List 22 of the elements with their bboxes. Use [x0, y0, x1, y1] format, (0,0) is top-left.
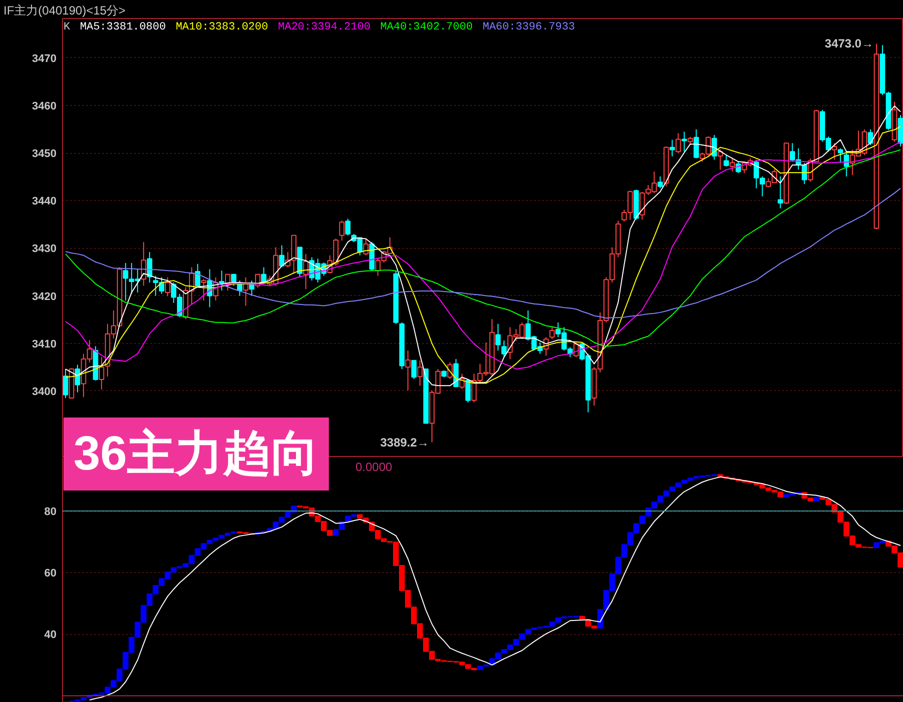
text: MA10:3383.0200: [176, 22, 268, 34]
legend-title: K: [64, 22, 70, 34]
y-tick-label: 3450: [32, 148, 57, 160]
y-tick-label: 3400: [32, 386, 57, 398]
y-tick-label: 3470: [32, 52, 57, 65]
text: MA40:3402.7000: [380, 22, 473, 34]
y-tick-label: 3460: [32, 100, 57, 113]
y-tick-label: 3410: [32, 338, 57, 350]
y-tick-label: 3430: [32, 243, 57, 256]
annotation: 0.0000: [356, 460, 393, 474]
y-tick-label: 60: [44, 568, 57, 580]
annotation: 3473.0→: [824, 36, 874, 51]
annotation: 3389.2→: [380, 435, 429, 450]
y-tick-label: 40: [44, 629, 57, 642]
y-tick-label: 3420: [32, 290, 57, 303]
y-tick-label: 80: [44, 506, 57, 518]
chart-title: 36主力趋向: [74, 428, 319, 480]
text: MA20:3394.2100: [278, 22, 370, 34]
y-tick-label: 3440: [32, 196, 57, 208]
chart-title: IF主力(040190)<15分>: [4, 4, 126, 18]
text: MA5:3381.0800: [80, 22, 166, 34]
text: MA60:3396.7933: [482, 22, 576, 34]
